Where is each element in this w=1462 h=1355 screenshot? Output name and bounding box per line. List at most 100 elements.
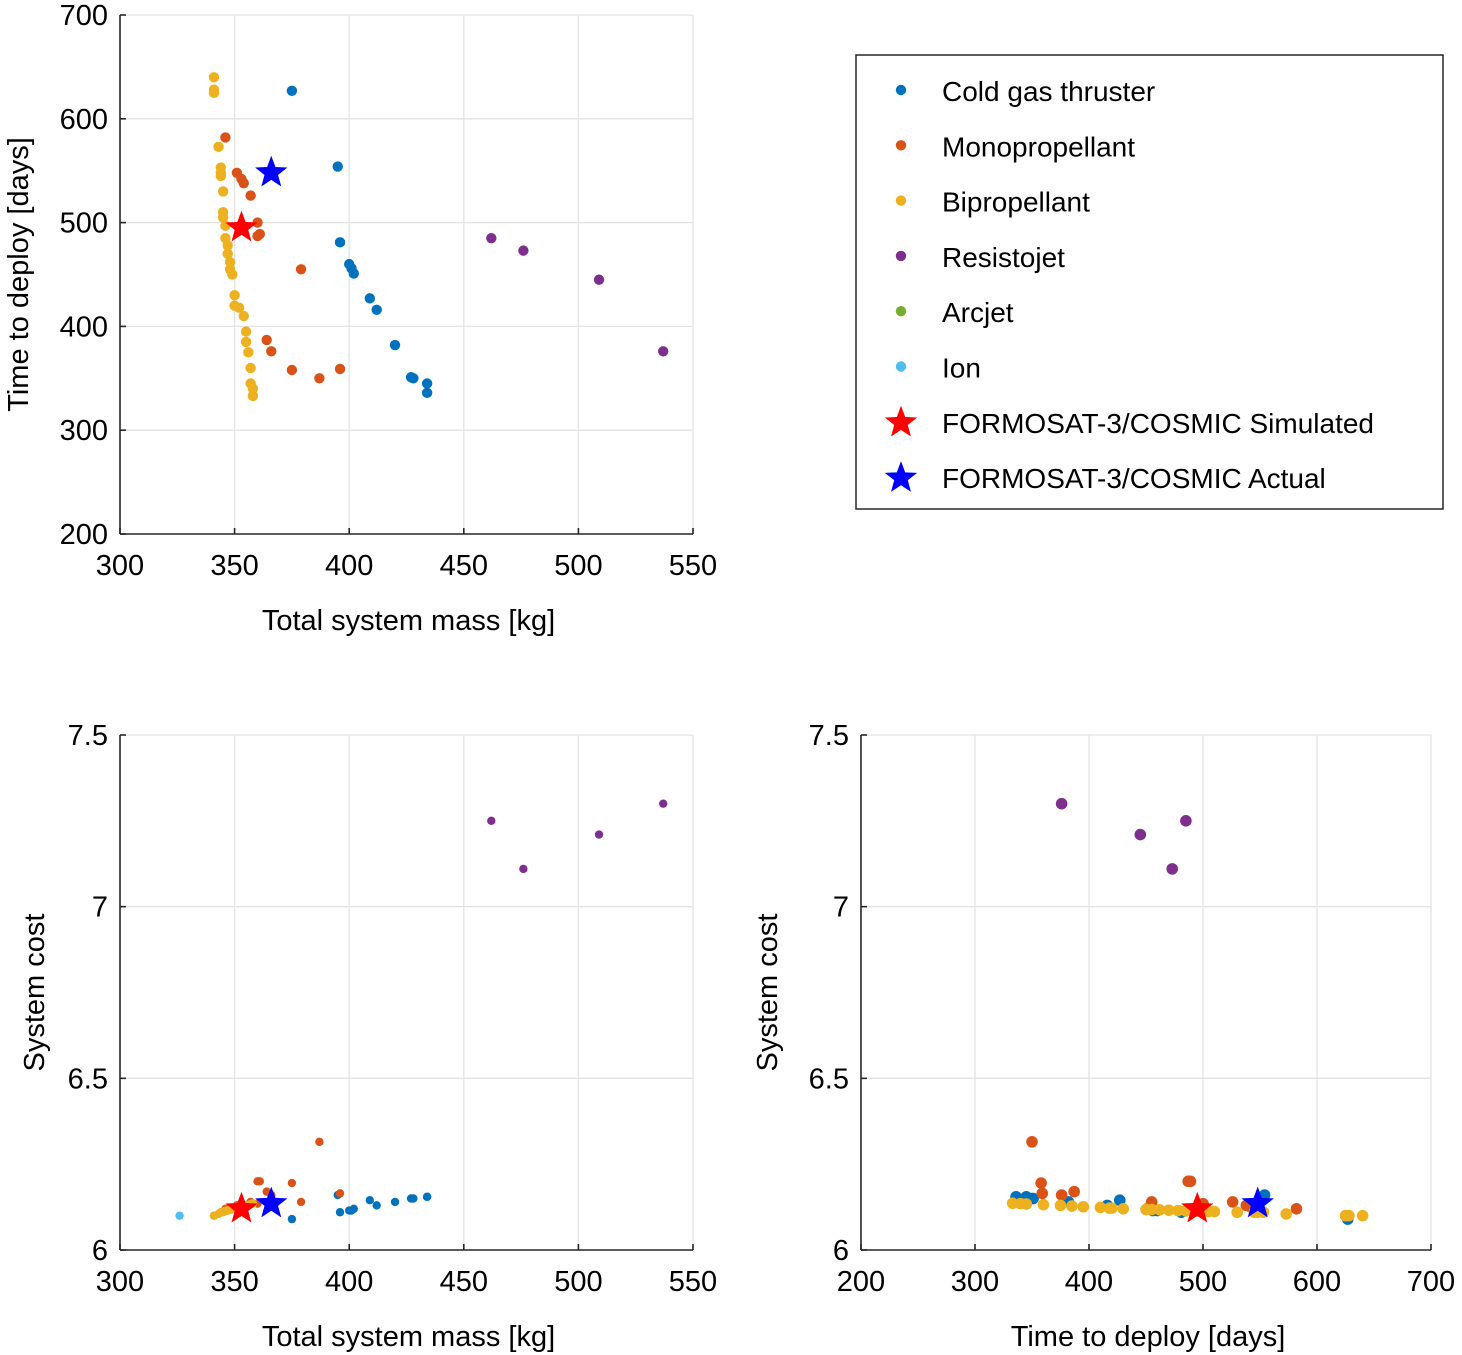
legend-entry-label[interactable]: Bipropellant <box>942 187 1090 218</box>
data-point-resistojet[interactable] <box>1166 863 1179 875</box>
data-point-monopropellant[interactable] <box>286 364 298 376</box>
data-point-monopropellant[interactable] <box>334 363 346 375</box>
data-point-cold-gas-thruster[interactable] <box>332 161 343 172</box>
data-point-bipropellant[interactable] <box>224 256 236 268</box>
data-point-formosat-3-cosmic-simulated[interactable] <box>225 210 258 242</box>
data-point-cold-gas-thruster[interactable] <box>390 1197 400 1207</box>
data-point-resistojet[interactable] <box>659 799 668 808</box>
data-point-monopropellant[interactable] <box>253 1177 262 1186</box>
data-point-bipropellant[interactable] <box>1163 1204 1175 1216</box>
legend-entry-label[interactable]: Monopropellant <box>942 131 1135 162</box>
data-point-bipropellant[interactable] <box>222 248 233 259</box>
data-point-resistojet[interactable] <box>594 830 604 839</box>
data-point-monopropellant[interactable] <box>1026 1136 1038 1148</box>
data-point-cold-gas-thruster[interactable] <box>335 1208 345 1217</box>
data-point-resistojet[interactable] <box>1180 815 1192 827</box>
data-point-bipropellant[interactable] <box>240 326 252 337</box>
data-point-formosat-3-cosmic-actual[interactable] <box>255 1186 288 1218</box>
data-point-monopropellant[interactable] <box>1035 1177 1047 1189</box>
data-point-cold-gas-thruster[interactable] <box>421 378 433 389</box>
data-point-bipropellant[interactable] <box>245 362 256 374</box>
data-point-bipropellant[interactable] <box>247 383 259 394</box>
legend-entry-label[interactable]: Resistojet <box>942 242 1065 273</box>
data-point-cold-gas-thruster[interactable] <box>422 1192 432 1201</box>
data-point-monopropellant[interactable] <box>1068 1185 1080 1198</box>
data-point-resistojet[interactable] <box>518 245 529 256</box>
data-point-monopropellant[interactable] <box>295 264 307 275</box>
data-point-cold-gas-thruster[interactable] <box>372 1201 381 1210</box>
data-point-bipropellant[interactable] <box>1054 1199 1067 1212</box>
data-point-resistojet[interactable] <box>1055 797 1068 810</box>
data-point-formosat-3-cosmic-simulated[interactable] <box>225 1191 258 1223</box>
data-point-bipropellant[interactable] <box>208 72 220 83</box>
data-point-cold-gas-thruster[interactable] <box>349 1204 358 1214</box>
data-point-bipropellant[interactable] <box>222 240 233 251</box>
data-point-monopropellant[interactable] <box>1036 1187 1049 1200</box>
data-point-monopropellant[interactable] <box>335 1189 345 1198</box>
data-point-cold-gas-thruster[interactable] <box>348 268 359 279</box>
data-point-monopropellant[interactable] <box>1226 1196 1239 1208</box>
data-point-bipropellant[interactable] <box>229 290 240 301</box>
data-point-monopropellant[interactable] <box>1182 1175 1194 1188</box>
data-point-bipropellant[interactable] <box>1094 1201 1107 1214</box>
data-point-cold-gas-thruster[interactable] <box>389 339 401 351</box>
data-point-monopropellant[interactable] <box>266 346 277 357</box>
data-point-ion[interactable] <box>175 1211 184 1220</box>
legend-entry-label[interactable]: Cold gas thruster <box>942 76 1155 107</box>
data-point-bipropellant[interactable] <box>1356 1209 1369 1222</box>
data-point-bipropellant[interactable] <box>1280 1208 1293 1220</box>
data-point-monopropellant[interactable] <box>315 1137 324 1147</box>
data-point-cold-gas-thruster[interactable] <box>364 293 376 304</box>
data-point-formosat-3-cosmic-actual[interactable] <box>255 155 288 187</box>
data-point-cold-gas-thruster[interactable] <box>371 304 382 315</box>
data-point-bipropellant[interactable] <box>1037 1198 1050 1211</box>
data-point-cold-gas-thruster[interactable] <box>409 1194 418 1203</box>
data-point-monopropellant[interactable] <box>245 190 256 201</box>
data-point-bipropellant[interactable] <box>227 269 238 280</box>
data-point-bipropellant[interactable] <box>215 170 227 182</box>
data-point-resistojet[interactable] <box>487 816 496 826</box>
data-point-monopropellant[interactable] <box>296 1197 306 1207</box>
data-point-monopropellant[interactable] <box>238 177 249 189</box>
data-point-bipropellant[interactable] <box>233 302 245 313</box>
data-point-bipropellant[interactable] <box>1077 1200 1090 1213</box>
legend-entry-label[interactable]: Arcjet <box>942 297 1014 328</box>
data-point-bipropellant[interactable] <box>1006 1197 1019 1210</box>
data-point-formosat-3-cosmic-simulated[interactable] <box>1181 1191 1214 1223</box>
data-point-bipropellant[interactable] <box>243 347 254 358</box>
data-point-resistojet[interactable] <box>593 274 605 285</box>
data-point-bipropellant[interactable] <box>1339 1209 1352 1222</box>
data-point-cold-gas-thruster[interactable] <box>287 1214 297 1224</box>
data-point-bipropellant[interactable] <box>217 186 229 197</box>
data-point-cold-gas-thruster[interactable] <box>421 387 433 399</box>
data-point-bipropellant[interactable] <box>208 87 220 99</box>
data-point-monopropellant[interactable] <box>287 1178 297 1188</box>
legend-entry-label[interactable]: Ion <box>942 353 981 384</box>
data-point-resistojet[interactable] <box>486 232 497 244</box>
data-point-bipropellant[interactable] <box>238 310 249 322</box>
data-point-bipropellant[interactable] <box>1066 1200 1078 1212</box>
data-point-monopropellant[interactable] <box>220 132 231 143</box>
data-point-bipropellant[interactable] <box>1231 1206 1243 1219</box>
data-point-monopropellant[interactable] <box>314 373 325 384</box>
data-point-bipropellant[interactable] <box>1140 1203 1152 1216</box>
data-point-resistojet[interactable] <box>658 346 669 357</box>
data-point-cold-gas-thruster[interactable] <box>334 237 346 248</box>
data-point-resistojet[interactable] <box>1134 828 1147 841</box>
data-point-bipropellant[interactable] <box>220 220 231 231</box>
data-point-cold-gas-thruster[interactable] <box>365 1196 375 1205</box>
legend-entry-label[interactable]: FORMOSAT-3/COSMIC Actual <box>942 463 1326 494</box>
data-point-monopropellant[interactable] <box>1055 1189 1068 1201</box>
data-point-cold-gas-thruster[interactable] <box>286 85 298 96</box>
data-point-cold-gas-thruster[interactable] <box>408 373 419 384</box>
data-point-monopropellant[interactable] <box>261 334 272 346</box>
data-point-bipropellant[interactable] <box>213 141 224 153</box>
data-point-bipropellant[interactable] <box>247 390 259 402</box>
data-point-formosat-3-cosmic-actual[interactable] <box>1241 1186 1274 1218</box>
legend-entry-label[interactable]: FORMOSAT-3/COSMIC Simulated <box>942 408 1374 439</box>
data-point-bipropellant[interactable] <box>1103 1202 1116 1214</box>
data-point-monopropellant[interactable] <box>252 230 263 242</box>
data-point-monopropellant[interactable] <box>1290 1203 1303 1215</box>
data-point-bipropellant[interactable] <box>217 212 229 223</box>
data-point-bipropellant[interactable] <box>1117 1203 1129 1215</box>
